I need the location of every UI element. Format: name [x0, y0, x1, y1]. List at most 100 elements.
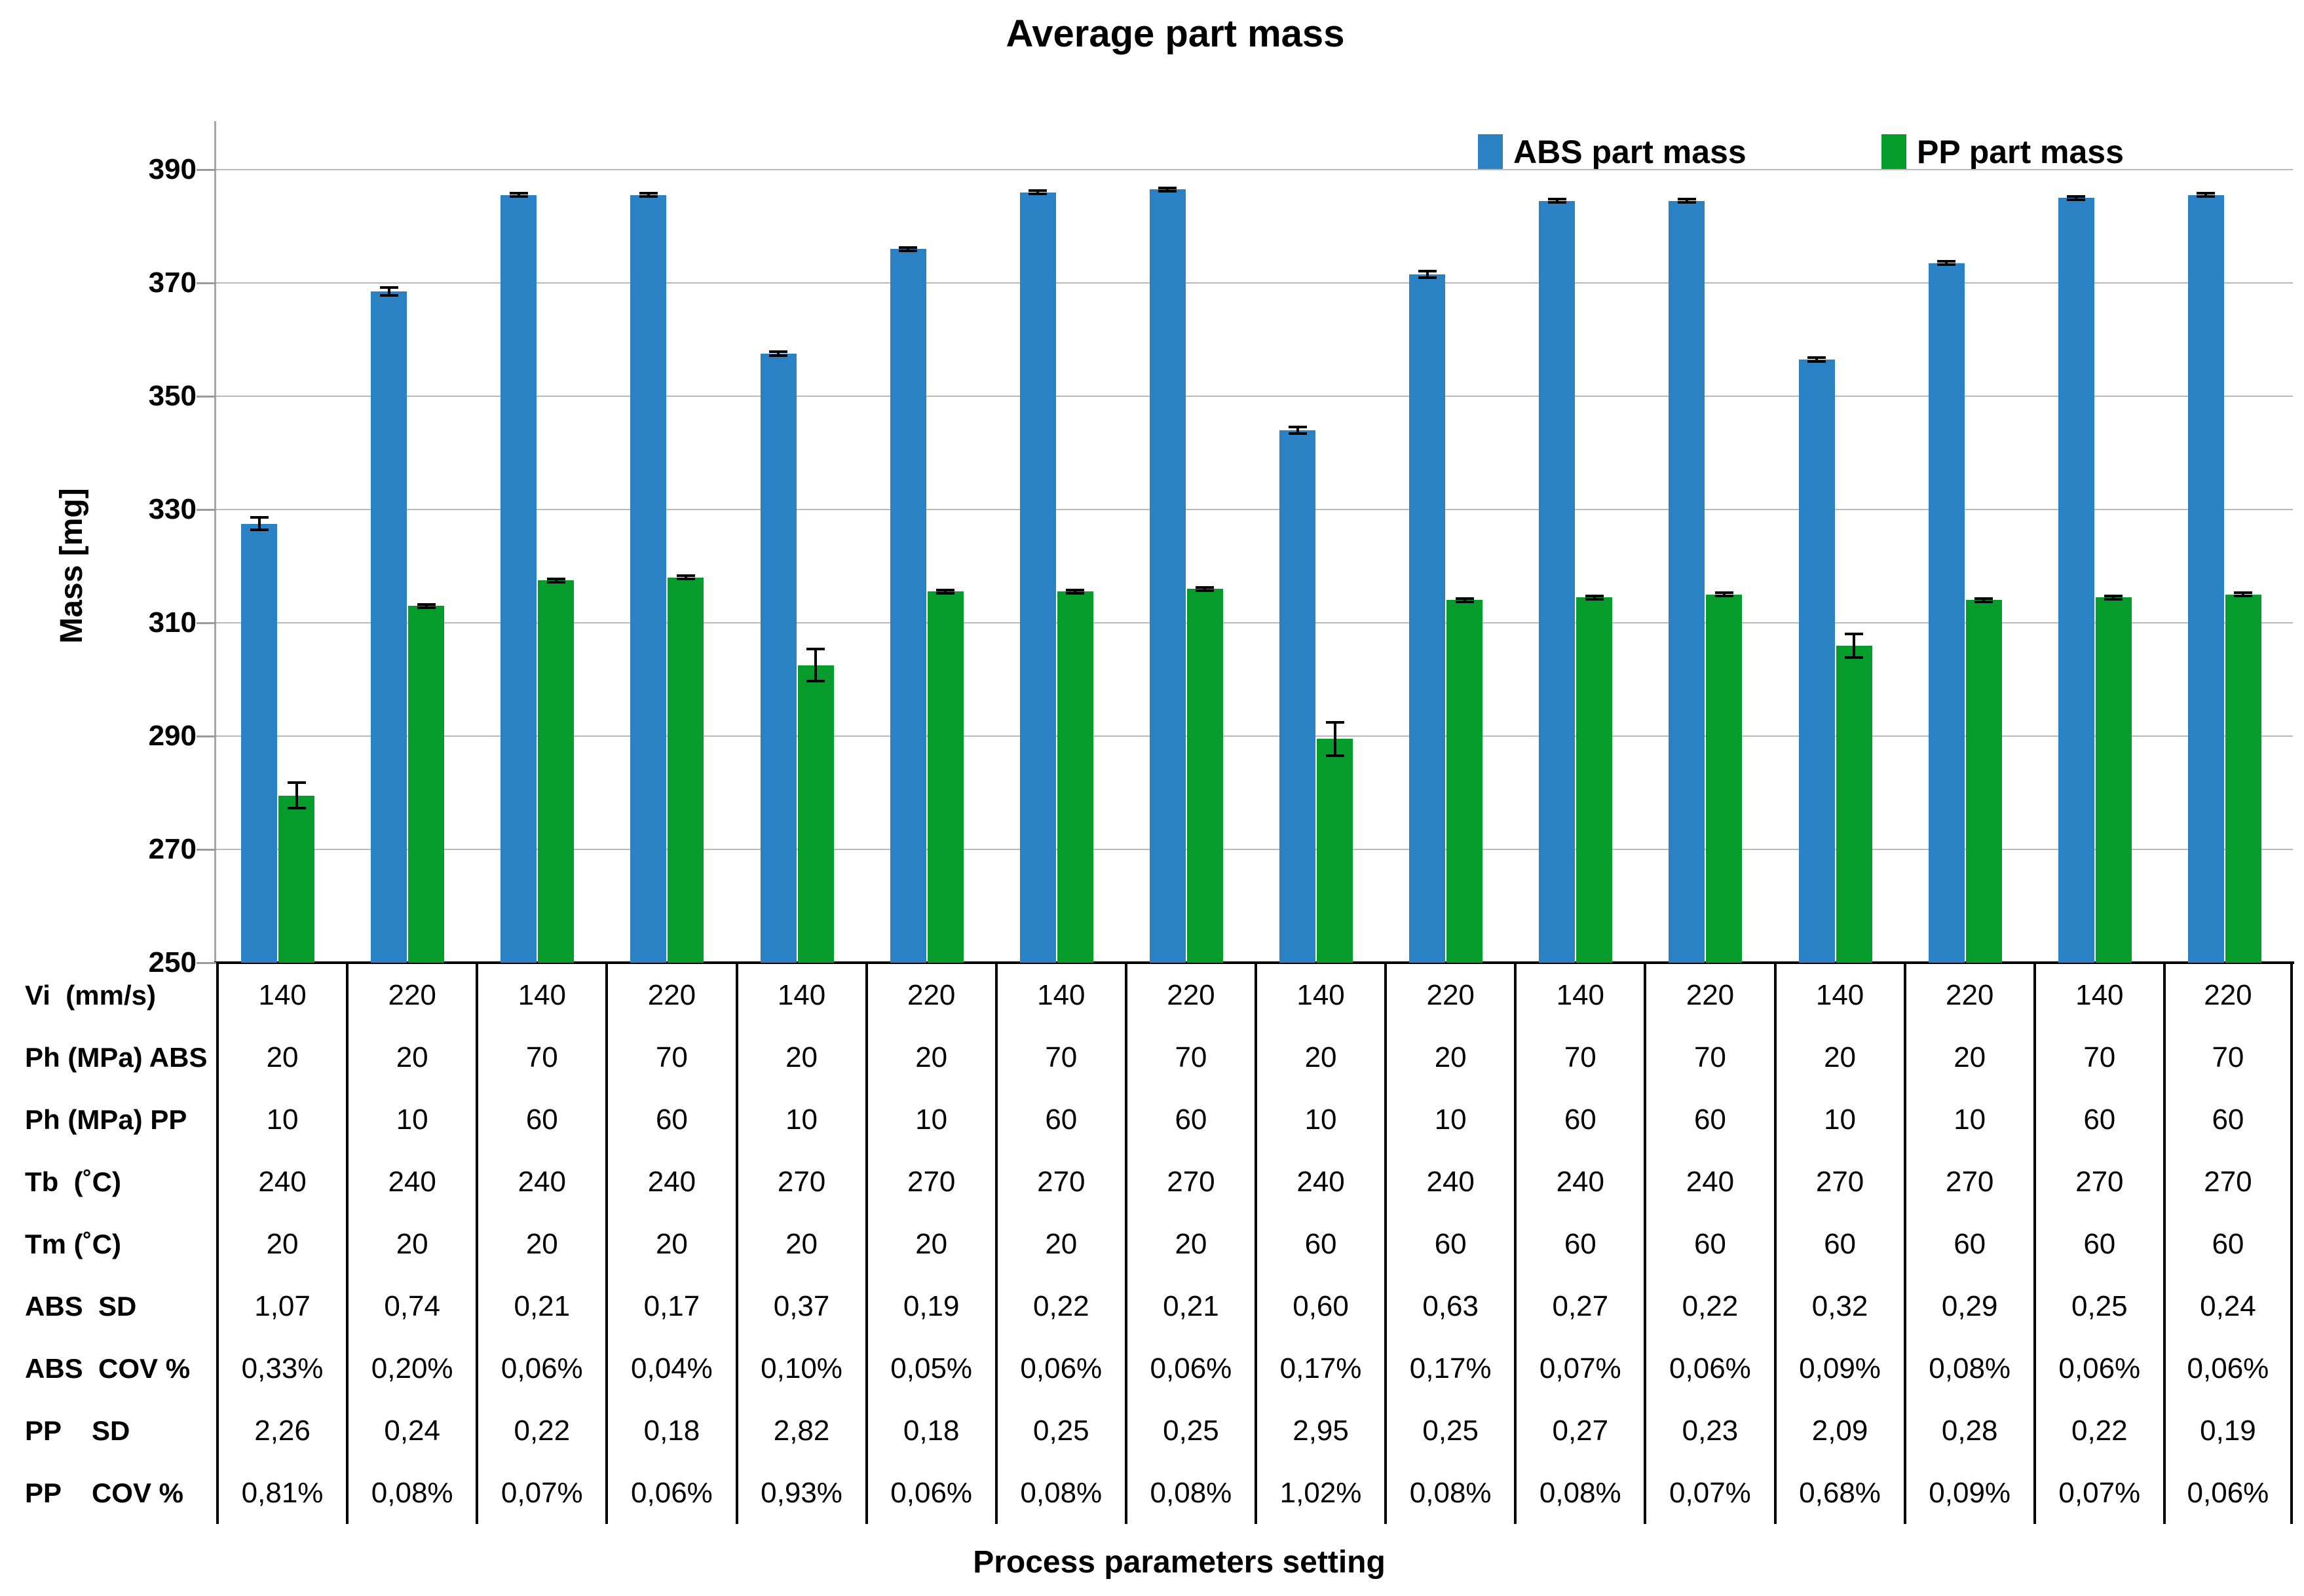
- table-cell: 0,28: [1903, 1400, 2033, 1462]
- table-cell: 20: [1903, 1026, 2033, 1088]
- error-bar-cap: [1714, 591, 1733, 595]
- table-cell: 140: [1514, 964, 1644, 1026]
- abs-bar: [241, 523, 277, 963]
- gridline: [216, 622, 2293, 623]
- table-cell: 220: [1644, 964, 1773, 1026]
- table-cell: 10: [735, 1088, 865, 1151]
- error-bar-cap: [1845, 632, 1863, 635]
- y-tick-label: 270: [148, 833, 197, 865]
- error-bar-cap: [676, 574, 695, 578]
- y-tick-mark: [197, 509, 216, 511]
- gridline: [216, 169, 2293, 170]
- table-cell: 0,27: [1514, 1400, 1644, 1462]
- y-tick-mark: [197, 169, 216, 171]
- table-cell: 0,27: [1514, 1275, 1644, 1337]
- error-bar-cap: [546, 577, 565, 580]
- table-cell: 240: [1255, 1151, 1384, 1213]
- table-cell: 20: [1384, 1026, 1514, 1088]
- table-cell: 0,74: [346, 1275, 476, 1337]
- error-bar-line: [257, 517, 261, 530]
- table-cell: 70: [994, 1026, 1125, 1088]
- table-cell: 0,06%: [865, 1462, 995, 1524]
- table-cell: 0,07%: [2033, 1462, 2163, 1524]
- table-cell: 0,18: [865, 1400, 995, 1462]
- table-cell: 0,08%: [346, 1462, 476, 1524]
- y-tick-mark: [197, 396, 216, 398]
- table-cell: 10: [1773, 1088, 1904, 1151]
- error-bar-cap: [1937, 263, 1956, 267]
- table-cell: 0,08%: [1903, 1337, 2033, 1400]
- error-bar-cap: [1677, 198, 1696, 201]
- table-cell: 20: [865, 1213, 995, 1275]
- table-cell: 0,22: [994, 1275, 1125, 1337]
- table-cell: 60: [1384, 1213, 1514, 1275]
- y-tick-label: 350: [148, 380, 197, 412]
- error-bar-line: [1982, 598, 1986, 602]
- table-row-label: Tb (˚C): [25, 1166, 121, 1197]
- error-bar-line: [2204, 193, 2208, 197]
- abs-bar: [2187, 195, 2224, 963]
- error-bar-line: [1815, 358, 1818, 362]
- error-bar-cap: [899, 249, 918, 252]
- table-cell: 0,22: [2033, 1400, 2163, 1462]
- table-cell: 1,07: [216, 1275, 346, 1337]
- pp-bar: [538, 580, 575, 963]
- table-cell: 60: [1514, 1213, 1644, 1275]
- error-bar-cap: [417, 606, 436, 609]
- table-cell: 0,60: [1255, 1275, 1384, 1337]
- pp-legend-swatch-icon: [1881, 134, 1906, 170]
- table-row-label: Tm (˚C): [25, 1228, 121, 1259]
- error-bar-cap: [806, 648, 825, 651]
- table-row-label: PP COV %: [25, 1477, 183, 1508]
- error-bar-cap: [1585, 597, 1604, 601]
- table-cell: 0,07%: [1644, 1462, 1773, 1524]
- error-bar-cap: [1196, 585, 1215, 589]
- table-cell: 0,93%: [735, 1462, 865, 1524]
- error-bar-cap: [2104, 594, 2123, 597]
- gridline: [216, 396, 2293, 397]
- table-cell: 60: [2033, 1088, 2163, 1151]
- table-row-label: ABS COV %: [25, 1352, 191, 1384]
- table-cell: 70: [1644, 1026, 1773, 1088]
- table-cell: 240: [476, 1151, 605, 1213]
- table-cell: 0,06%: [2162, 1462, 2293, 1524]
- table-cell: 0,24: [2162, 1275, 2293, 1337]
- error-bar-cap: [2104, 597, 2123, 601]
- abs-legend-swatch-icon: [1478, 134, 1503, 170]
- table-cell: 220: [346, 964, 476, 1026]
- table-cell: 0,09%: [1773, 1337, 1904, 1400]
- table-cell: 20: [346, 1026, 476, 1088]
- legend-entry-pp: PP part mass: [1881, 132, 2124, 172]
- abs-bar: [890, 249, 926, 963]
- y-tick-mark: [197, 282, 216, 284]
- pp-bar: [408, 606, 445, 963]
- error-bar-cap: [1677, 201, 1696, 204]
- table-cell: 270: [1773, 1151, 1904, 1213]
- table-cell: 0,21: [476, 1275, 605, 1337]
- table-cell: 0,05%: [865, 1337, 995, 1400]
- error-bar-line: [1463, 598, 1466, 602]
- table-cell: 0,06%: [2162, 1337, 2293, 1400]
- error-bar-line: [2112, 595, 2115, 599]
- legend-entry-abs: ABS part mass: [1478, 132, 1747, 172]
- table-cell: 220: [1384, 964, 1514, 1026]
- chart-title: Average part mass: [1006, 12, 1345, 55]
- abs-bar: [760, 354, 797, 963]
- error-bar-cap: [509, 192, 528, 195]
- error-bar-cap: [1288, 425, 1307, 428]
- pp-bar: [927, 591, 964, 963]
- y-tick-label: 330: [148, 493, 197, 525]
- table-cell: 20: [605, 1213, 735, 1275]
- error-bar-cap: [1547, 201, 1566, 204]
- error-bar-cap: [1974, 597, 1993, 600]
- table-cell: 270: [2162, 1151, 2293, 1213]
- table-cell: 10: [346, 1088, 476, 1151]
- error-bar-cap: [2067, 195, 2086, 198]
- y-tick-mark: [197, 735, 216, 737]
- gridline: [216, 849, 2293, 850]
- error-bar-cap: [250, 528, 269, 531]
- error-bar-cap: [1714, 595, 1733, 598]
- error-bar-line: [684, 576, 687, 580]
- error-bar-line: [2075, 196, 2078, 200]
- table-cell: 270: [2033, 1151, 2163, 1213]
